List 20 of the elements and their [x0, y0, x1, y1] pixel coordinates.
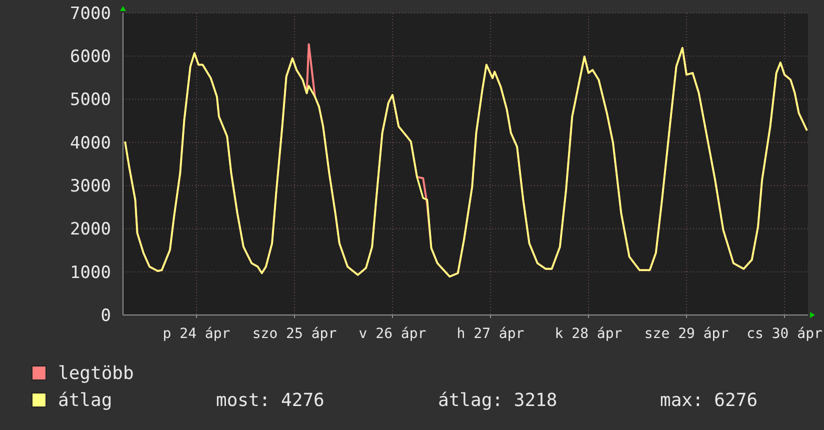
text: átlag: 3218 [438, 390, 558, 411]
y-tick-label: 4000 [70, 133, 111, 154]
legend-label: legtöbb [58, 363, 134, 384]
y-tick-label: 0 [100, 306, 111, 326]
y-tick-label: 5000 [70, 90, 111, 110]
x-tick-label: v 26 ápr [358, 326, 426, 342]
x-tick-label: sze 29 ápr [644, 326, 729, 342]
x-tick-label: szo 25 ápr [252, 326, 337, 342]
x-tick-label: k 28 ápr [554, 326, 622, 342]
y-tick-label: 1000 [70, 262, 111, 283]
y-tick-label: 3000 [70, 176, 111, 197]
y-tick-label: 7000 [70, 4, 111, 24]
y-tick-label: 6000 [70, 47, 111, 68]
x-tick-label: h 27 ápr [456, 326, 524, 342]
y-tick-label: 2000 [70, 220, 111, 240]
text: max: 6276 [660, 390, 758, 411]
legend-label: átlag [58, 390, 112, 411]
x-tick-label: cs 30 ápr [746, 326, 822, 342]
text: most: 4276 [216, 390, 324, 411]
x-tick-label: p 24 ápr [162, 326, 230, 342]
